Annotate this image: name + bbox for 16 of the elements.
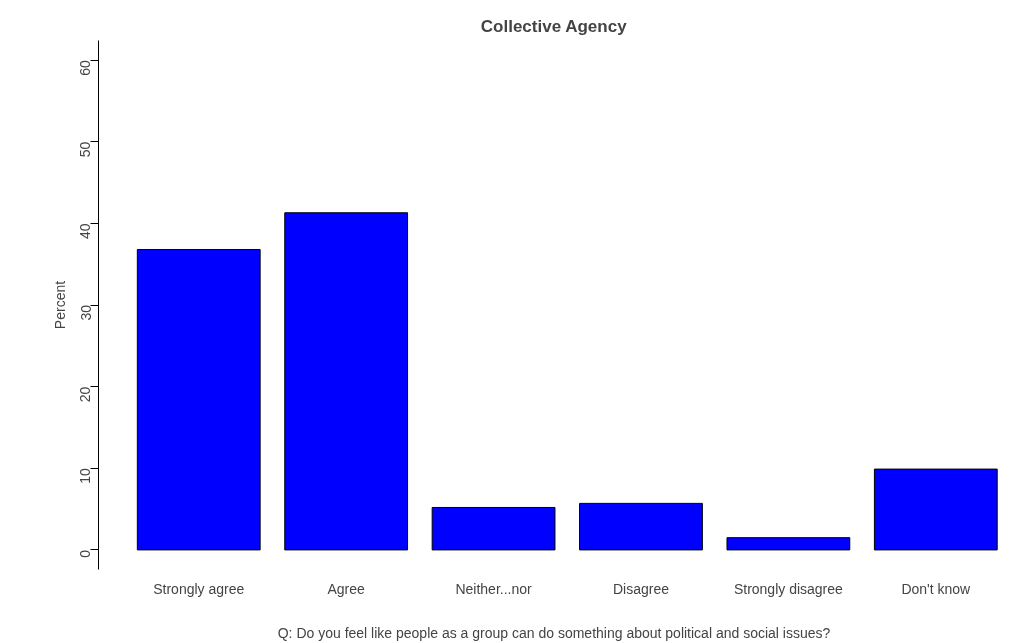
x-tick-label: Strongly agree (153, 580, 245, 597)
y-tick-label: 0 (77, 549, 94, 558)
chart-title: Collective Agency (480, 16, 628, 36)
x-tick-label: Neither...nor (455, 580, 533, 597)
y-tick-label: 60 (77, 59, 94, 76)
x-tick-label: Disagree (612, 580, 670, 597)
x-tick-label: Don't know (901, 580, 972, 597)
y-tick-label: 10 (77, 468, 94, 484)
y-tick-label: 20 (77, 386, 94, 403)
y-tick-label: 30 (77, 304, 94, 321)
y-axis-title: Percent (51, 280, 68, 330)
y-tick-label: 50 (77, 141, 94, 158)
y-tick-label: 40 (77, 223, 94, 239)
x-tick-label: Agree (327, 580, 366, 597)
x-axis-title: Q: Do you feel like people as a group can do something about political and social issues? (277, 624, 831, 641)
x-tick-label: Strongly disagree (733, 580, 844, 597)
